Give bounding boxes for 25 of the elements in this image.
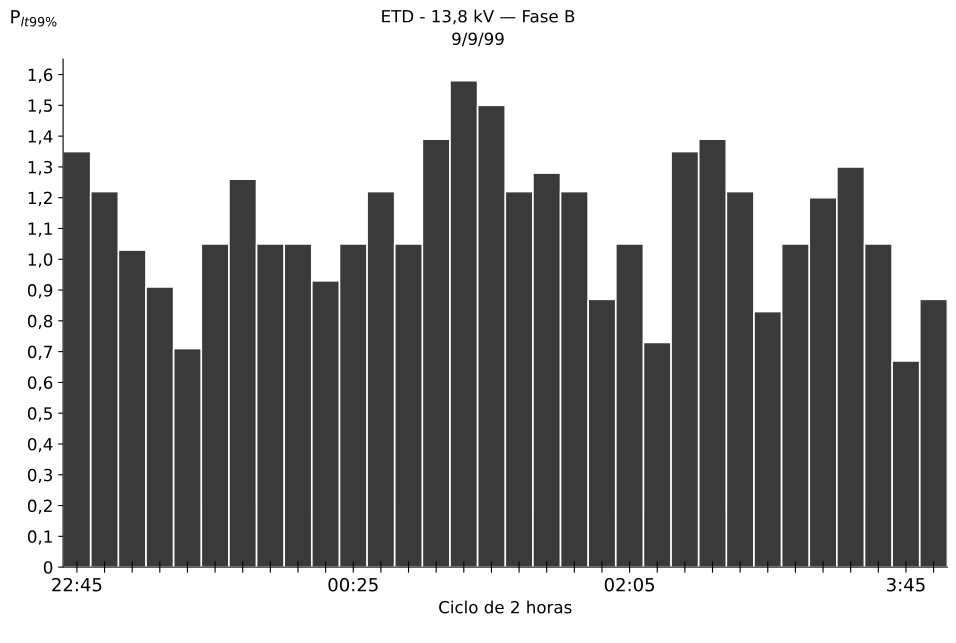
chart-title: ETD - 13,8 kV — Fase B	[382, 10, 574, 24]
x-tick-label: 02:05	[604, 578, 654, 592]
x-tick-label: 3:45	[887, 578, 925, 592]
y-tick-label: 0,4	[28, 438, 52, 452]
y-tick-label: 0,5	[28, 407, 52, 422]
y-tick-label: 0,8	[28, 314, 52, 330]
y-tick-label: 0,7	[28, 346, 52, 360]
y-tick-label: 1,0	[28, 253, 52, 268]
y-tick-label: 1,2	[28, 192, 52, 206]
y-tick-label: 1,5	[28, 100, 52, 114]
y-tick-label: 0,6	[28, 376, 52, 391]
chart-subtitle: 9/9/99	[452, 32, 504, 46]
x-tick-label: 00:25	[328, 578, 378, 592]
y-tick-label: 0,3	[28, 468, 52, 484]
y-tick-label: 0	[44, 561, 52, 574]
y-tick-label: 1,6	[28, 68, 52, 83]
y-axis-title: P$_{lt99%}$	[11, 10, 56, 26]
y-tick-label: 1,4	[28, 130, 52, 144]
y-tick-label: 0,1	[28, 530, 52, 545]
y-tick-label: 0,9	[28, 284, 52, 298]
x-tick-label: 22:45	[52, 578, 102, 592]
y-tick-label: 1,1	[28, 222, 52, 237]
x-axis-title: Ciclo de 2 horas	[439, 600, 572, 614]
y-tick-label: 1,3	[28, 160, 52, 176]
y-tick-label: 0,2	[28, 500, 52, 514]
